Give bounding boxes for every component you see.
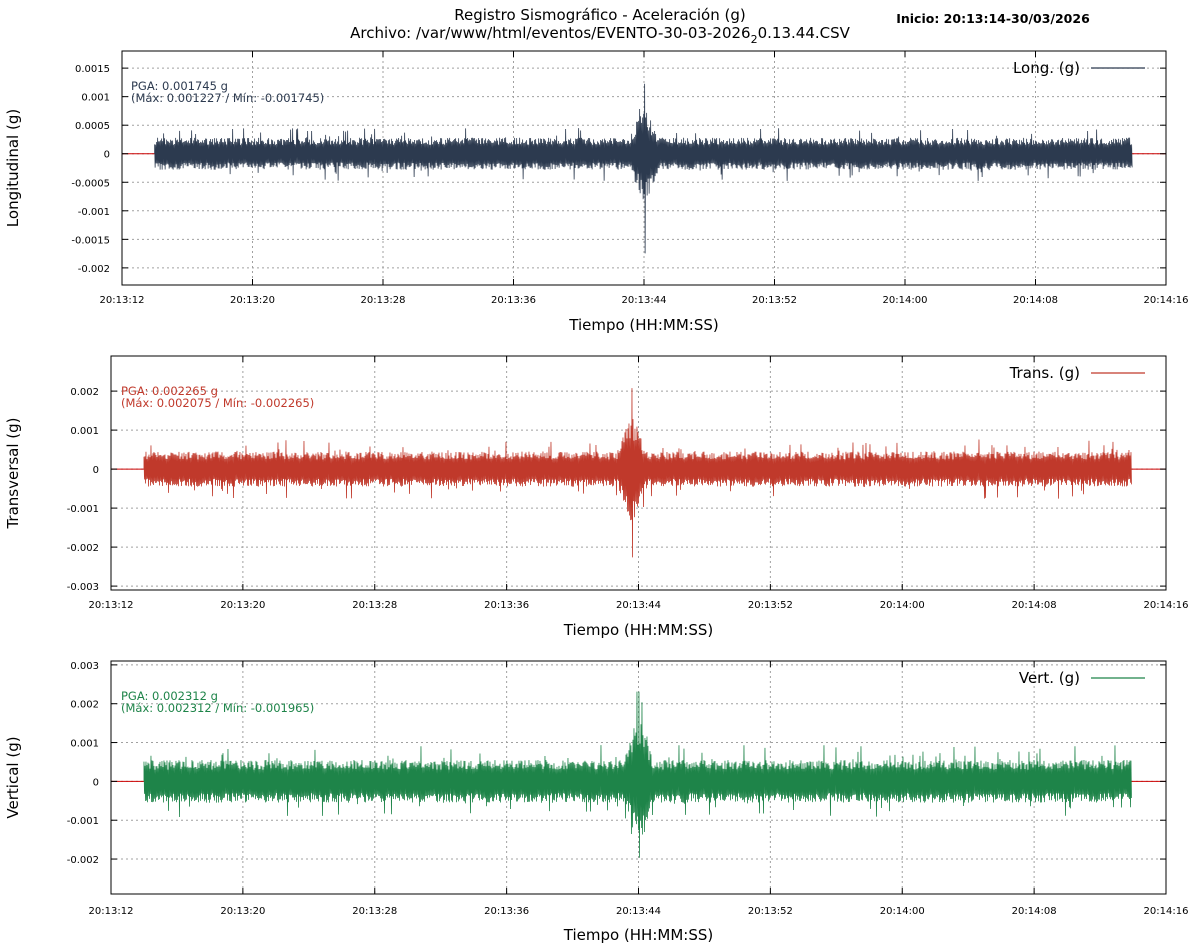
x-tick-label: 20:13:44 [616, 906, 661, 917]
y-axis-title: Transversal (g) [4, 417, 22, 529]
y-tick-label: 0 [93, 777, 99, 788]
signal-trace-series [143, 691, 1132, 858]
chart-panel-2: 20:13:12 20:13:20 20:13:28 20:13:36 20:13:44… [4, 355, 1189, 639]
x-tick-label: 20:13:20 [230, 295, 275, 306]
x-tick-label: 20:14:00 [880, 600, 925, 611]
pga-annotation: PGA: 0.002312 g [121, 689, 218, 703]
x-tick-label: 20:13:52 [748, 906, 793, 917]
y-tick-label: -0.002 [67, 855, 99, 866]
file-name-prefix: Archivo: /var/www/html/eventos/EVENTO-30… [350, 24, 751, 42]
y-tick-label: 0.0015 [75, 64, 110, 75]
y-tick-label: -0.002 [78, 264, 110, 275]
x-tick-label: 20:13:20 [220, 906, 265, 917]
file-name-subscript: 2 [751, 33, 758, 46]
x-tick-label: 20:13:12 [89, 906, 134, 917]
x-tick-label: 20:13:28 [361, 295, 406, 306]
file-name-label: Archivo: /var/www/html/eventos/EVENTO-30… [350, 24, 851, 46]
x-tick-label: 20:14:16 [1144, 295, 1189, 306]
y-axis-title: Longitudinal (g) [4, 109, 22, 227]
y-tick-label: 0.001 [81, 93, 110, 104]
max-min-annotation: (Máx: 0.002075 / Mín: -0.002265) [121, 396, 314, 410]
y-axis-title: Vertical (g) [4, 736, 22, 818]
x-tick-label: 20:13:28 [352, 600, 397, 611]
y-tick-label: -0.001 [78, 207, 110, 218]
x-tick-label: 20:14:08 [1012, 906, 1057, 917]
figure-title: Registro Sismográfico - Aceleración (g) [454, 6, 745, 24]
x-tick-label: 20:14:16 [1144, 600, 1189, 611]
file-name-suffix: 0.13.44.CSV [758, 24, 851, 42]
x-axis-title: Tiempo (HH:MM:SS) [563, 621, 713, 639]
signal-trace-series [154, 83, 1133, 254]
x-tick-label: 20:13:52 [748, 600, 793, 611]
y-tick-label: -0.003 [67, 582, 99, 593]
max-min-annotation: (Máx: 0.002312 / Mín: -0.001965) [121, 701, 314, 715]
y-tick-label: 0.002 [70, 387, 99, 398]
y-tick-label: 0.002 [70, 700, 99, 711]
chart-panel-1: 20:13:12 20:13:20 20:13:28 20:13:36 20:13:44… [4, 50, 1189, 334]
legend-label: Long. (g) [1013, 59, 1080, 77]
legend-label: Trans. (g) [1009, 364, 1080, 382]
y-tick-label: 0 [93, 465, 99, 476]
legend-label: Vert. (g) [1019, 669, 1080, 687]
chart-panel-3: 20:13:12 20:13:20 20:13:28 20:13:36 20:13:44… [4, 660, 1189, 944]
max-min-annotation: (Máx: 0.001227 / Mín: -0.001745) [131, 91, 324, 105]
x-tick-label: 20:13:44 [616, 600, 661, 611]
y-tick-label: 0.0005 [75, 121, 110, 132]
y-tick-label: -0.0005 [71, 178, 110, 189]
x-tick-label: 20:14:08 [1012, 600, 1057, 611]
y-tick-label: -0.0015 [71, 235, 110, 246]
x-tick-label: 20:13:12 [100, 295, 145, 306]
y-tick-label: -0.001 [67, 504, 99, 515]
y-tick-label: 0 [104, 150, 110, 161]
y-tick-label: -0.001 [67, 816, 99, 827]
y-tick-label: 0.001 [70, 739, 99, 750]
x-tick-label: 20:13:44 [622, 295, 667, 306]
signal-trace-series [143, 388, 1132, 558]
x-tick-label: 20:13:28 [352, 906, 397, 917]
chart-panels: 20:13:12 20:13:20 20:13:28 20:13:36 20:13:44… [4, 50, 1189, 944]
x-tick-label: 20:13:36 [484, 600, 529, 611]
x-tick-label: 20:13:20 [220, 600, 265, 611]
x-axis-title: Tiempo (HH:MM:SS) [568, 316, 718, 334]
y-tick-label: -0.002 [67, 543, 99, 554]
y-tick-label: 0.001 [70, 426, 99, 437]
x-tick-label: 20:13:52 [752, 295, 797, 306]
y-tick-label: 0.003 [70, 661, 99, 672]
x-tick-label: 20:13:36 [491, 295, 536, 306]
x-axis-title: Tiempo (HH:MM:SS) [563, 926, 713, 944]
x-tick-label: 20:13:36 [484, 906, 529, 917]
x-tick-label: 20:14:08 [1013, 295, 1058, 306]
pga-annotation: PGA: 0.002265 g [121, 384, 218, 398]
x-tick-label: 20:14:16 [1144, 906, 1189, 917]
start-time-label: Inicio: 20:13:14-30/03/2026 [896, 11, 1090, 26]
pga-annotation: PGA: 0.001745 g [131, 79, 228, 93]
x-tick-label: 20:14:00 [880, 906, 925, 917]
x-tick-label: 20:14:00 [883, 295, 928, 306]
x-tick-label: 20:13:12 [89, 600, 134, 611]
